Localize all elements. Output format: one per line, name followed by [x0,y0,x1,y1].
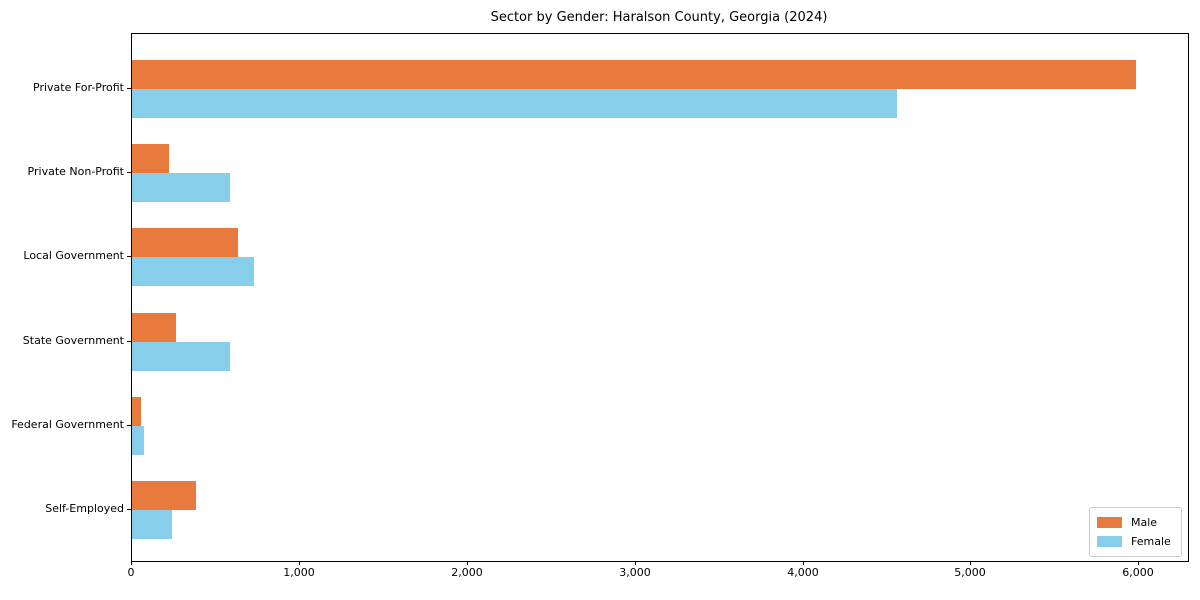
x-tick-mark [467,561,468,565]
x-tick-label: 3,000 [619,566,651,579]
x-tick-label: 4,000 [787,566,819,579]
y-tick-label: Private For-Profit [33,81,124,94]
y-tick-mark [127,88,131,89]
legend-swatch-male [1097,517,1122,528]
bar-male-3 [132,228,238,258]
y-tick-mark [127,340,131,342]
x-tick-mark [803,561,804,565]
bar-male-2 [132,144,169,174]
bar-female-2 [132,173,230,203]
y-tick-label: Private Non-Profit [27,165,124,179]
bar-female-6 [132,510,172,539]
bar-male-1 [132,60,1136,89]
bar-female-3 [132,257,254,287]
bar-female-1 [132,89,897,118]
legend-label: Male [1131,516,1158,529]
x-tick-mark [1138,561,1139,565]
bar-female-5 [132,425,144,455]
y-tick-label: State Government [22,333,124,347]
x-tick-mark [635,561,636,565]
x-tick-label: 2,000 [451,566,483,579]
x-tick-label: 6,000 [1122,566,1154,579]
x-tick-label: 0 [127,566,135,579]
bar-female-4 [132,341,230,371]
plot-area [131,33,1189,562]
y-tick-label: Federal Government [11,417,124,431]
x-tick-label: 1,000 [283,566,315,579]
x-tick-mark [131,561,132,565]
y-tick-label: Local Government [23,249,124,263]
x-tick-label: 5,000 [954,566,986,579]
y-tick-mark [127,256,131,258]
bar-male-6 [132,481,196,510]
legend-entry-female: Female [1097,532,1171,551]
legend-swatch-female [1097,536,1122,547]
legend-entry-male: Male [1097,513,1171,532]
bar-male-4 [132,312,176,342]
chart-title: Sector by Gender: Haralson County, Georg… [490,10,828,25]
legend-label: Female [1131,535,1171,548]
x-tick-mark [299,561,300,565]
y-tick-mark [127,509,131,510]
legend: Male Female [1089,507,1182,557]
bar-male-5 [132,396,141,426]
y-tick-mark [127,172,131,174]
x-tick-mark [970,561,971,565]
y-tick-label: Self-Employed [45,502,124,515]
y-tick-mark [127,424,131,426]
